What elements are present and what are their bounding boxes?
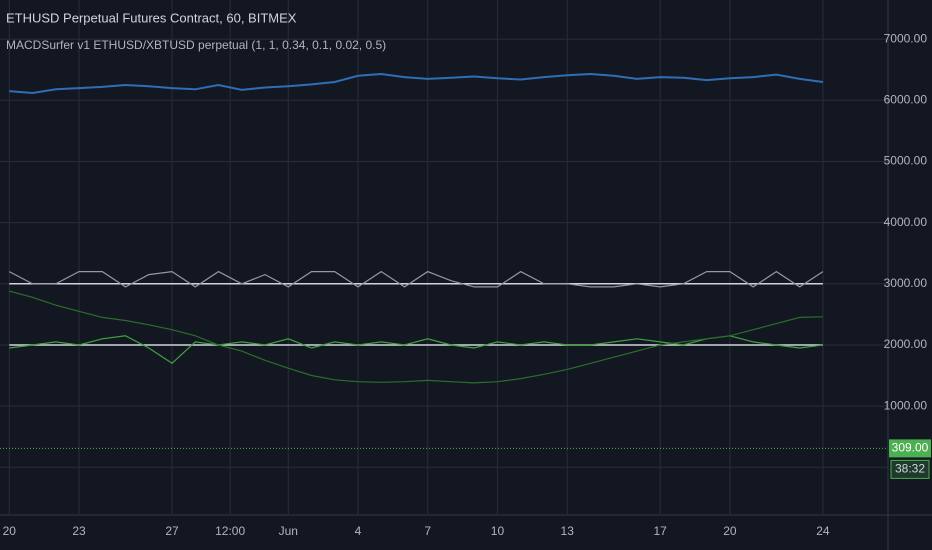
x-tick-label: 20 bbox=[3, 524, 17, 538]
y-tick-label: 7000.00 bbox=[884, 31, 928, 45]
x-tick-label: 23 bbox=[72, 524, 86, 538]
series-line bbox=[9, 290, 823, 384]
y-tick-label: 6000.00 bbox=[884, 92, 928, 106]
series-line bbox=[9, 72, 824, 95]
indicator-label: MACDSurfer v1 ETHUSD/XBTUSD perpetual (1… bbox=[6, 38, 386, 52]
countdown-label: 38:32 bbox=[895, 462, 925, 476]
chart-title: ETHUSD Perpetual Futures Contract, 60, B… bbox=[6, 10, 297, 25]
grid bbox=[0, 0, 888, 515]
plot bbox=[0, 72, 888, 449]
x-tick-label: 24 bbox=[816, 524, 830, 538]
y-tick-label: 1000.00 bbox=[884, 398, 928, 412]
x-tick-label: 17 bbox=[654, 524, 668, 538]
y-tick-label: 3000.00 bbox=[884, 276, 928, 290]
x-tick-label: 12:00 bbox=[215, 524, 245, 538]
series-line bbox=[9, 270, 824, 288]
series-line bbox=[9, 335, 823, 365]
x-tick-label: 4 bbox=[355, 524, 362, 538]
countdown-box bbox=[890, 459, 930, 479]
y-tick-label: 2000.00 bbox=[884, 337, 928, 351]
x-tick-label: 10 bbox=[491, 524, 505, 538]
price-label: 309.00 bbox=[892, 441, 929, 455]
x-tick-label: 13 bbox=[561, 524, 575, 538]
x-tick-label: 27 bbox=[165, 524, 179, 538]
x-tick-label: 7 bbox=[424, 524, 431, 538]
x-tick-label: Jun bbox=[279, 524, 298, 538]
price-box bbox=[889, 439, 931, 458]
x-tick-label: 20 bbox=[723, 524, 737, 538]
y-tick-label: 5000.00 bbox=[884, 154, 928, 168]
y-tick-label: 4000.00 bbox=[884, 215, 928, 229]
